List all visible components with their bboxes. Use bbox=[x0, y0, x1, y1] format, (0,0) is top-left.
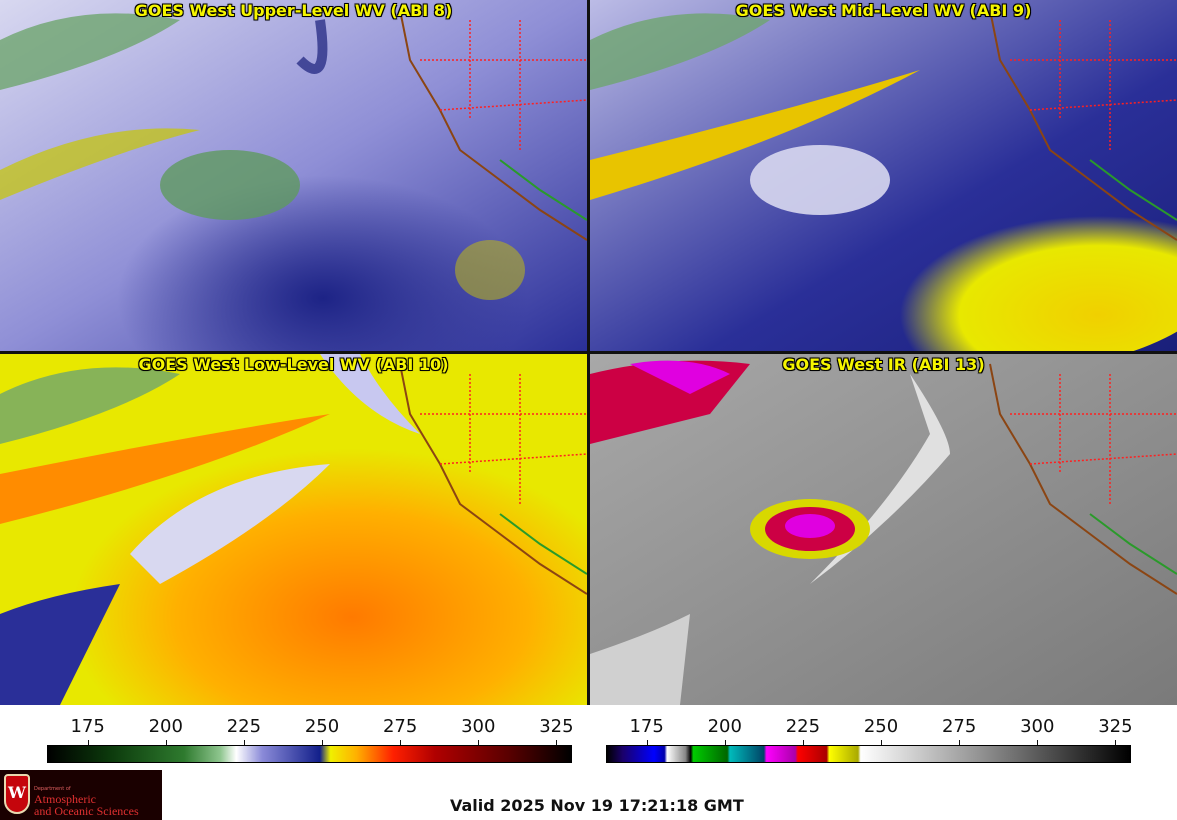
low-level-wv-title: GOES West Low-Level WV (ABI 10) bbox=[138, 355, 449, 374]
panel-divider-horizontal bbox=[0, 351, 1177, 354]
colorbar-tick-label: 275 bbox=[941, 716, 977, 737]
colorbar-tick-mark bbox=[1037, 740, 1039, 746]
colorbar-tick-label: 325 bbox=[539, 716, 574, 737]
upper-level-wv-panel: GOES West Upper-Level WV (ABI 8) bbox=[0, 0, 587, 351]
colorbar-tick-label: 275 bbox=[382, 716, 418, 737]
logo-line1: Atmospheric bbox=[34, 792, 96, 806]
colorbar-tick-label: 175 bbox=[70, 716, 105, 737]
colorbar-tick-mark bbox=[881, 740, 882, 746]
colorbar-tick-label: 300 bbox=[1020, 716, 1055, 737]
colorbar-tick-mark bbox=[646, 740, 648, 746]
ir-title: GOES West IR (ABI 13) bbox=[782, 355, 985, 374]
ir-image bbox=[590, 354, 1177, 705]
colorbar-tick-mark bbox=[478, 740, 480, 746]
colorbar-tick-mark bbox=[556, 740, 558, 746]
colorbar-tick-mark bbox=[165, 740, 167, 746]
uw-shield-icon: W bbox=[4, 774, 30, 814]
colorbar-tick-mark bbox=[1115, 740, 1117, 746]
aos-logo: W Department of Atmospheric and Oceanic … bbox=[0, 770, 162, 820]
mid-level-wv-panel: GOES West Mid-Level WV (ABI 9) bbox=[590, 0, 1177, 351]
ir-colorbar-ticks: 175 200 225 250 275 300 325 bbox=[606, 706, 1133, 746]
colorbar-tick-label: 300 bbox=[461, 716, 496, 737]
upper-level-wv-image bbox=[0, 0, 587, 351]
colorbar-tick-label: 200 bbox=[707, 716, 742, 737]
logo-line2: and Oceanic Sciences bbox=[34, 804, 139, 818]
valid-time: Valid 2025 Nov 19 17:21:18 GMT bbox=[450, 796, 744, 815]
colorbar-tick-label: 250 bbox=[304, 716, 340, 737]
wv-colorbar-ticks: 175 200 225 250 275 300 325 bbox=[47, 706, 574, 746]
upper-level-wv-title: GOES West Upper-Level WV (ABI 8) bbox=[134, 1, 453, 20]
colorbar-tick-label: 225 bbox=[226, 716, 262, 737]
colorbar-tick-mark bbox=[724, 740, 726, 746]
ir-panel: GOES West IR (ABI 13) bbox=[590, 354, 1177, 705]
colorbar-tick-label: 225 bbox=[785, 716, 821, 737]
ir-colorbar-gradient bbox=[606, 745, 1131, 763]
ir-colorbar: 175 200 225 250 275 300 325 bbox=[606, 706, 1133, 768]
colorbar-tick-mark bbox=[400, 740, 402, 746]
mid-level-wv-title: GOES West Mid-Level WV (ABI 9) bbox=[735, 1, 1032, 20]
low-level-wv-panel: GOES West Low-Level WV (ABI 10) bbox=[0, 354, 587, 705]
low-level-wv-image bbox=[0, 354, 587, 705]
logo-dept-text: Department of bbox=[34, 786, 71, 792]
colorbar-tick-label: 250 bbox=[863, 716, 899, 737]
colorbar-tick-label: 200 bbox=[148, 716, 183, 737]
colorbar-tick-label: 325 bbox=[1098, 716, 1133, 737]
wv-colorbar: 175 200 225 250 275 300 325 bbox=[47, 706, 574, 768]
colorbar-tick-mark bbox=[87, 740, 89, 746]
wv-colorbar-gradient bbox=[47, 745, 572, 763]
mid-level-wv-image bbox=[590, 0, 1177, 351]
colorbar-tick-mark bbox=[243, 740, 245, 746]
colorbar-tick-label: 175 bbox=[629, 716, 664, 737]
colorbar-tick-mark bbox=[959, 740, 961, 746]
colorbar-tick-mark bbox=[802, 740, 804, 746]
colorbar-tick-mark bbox=[322, 740, 323, 746]
